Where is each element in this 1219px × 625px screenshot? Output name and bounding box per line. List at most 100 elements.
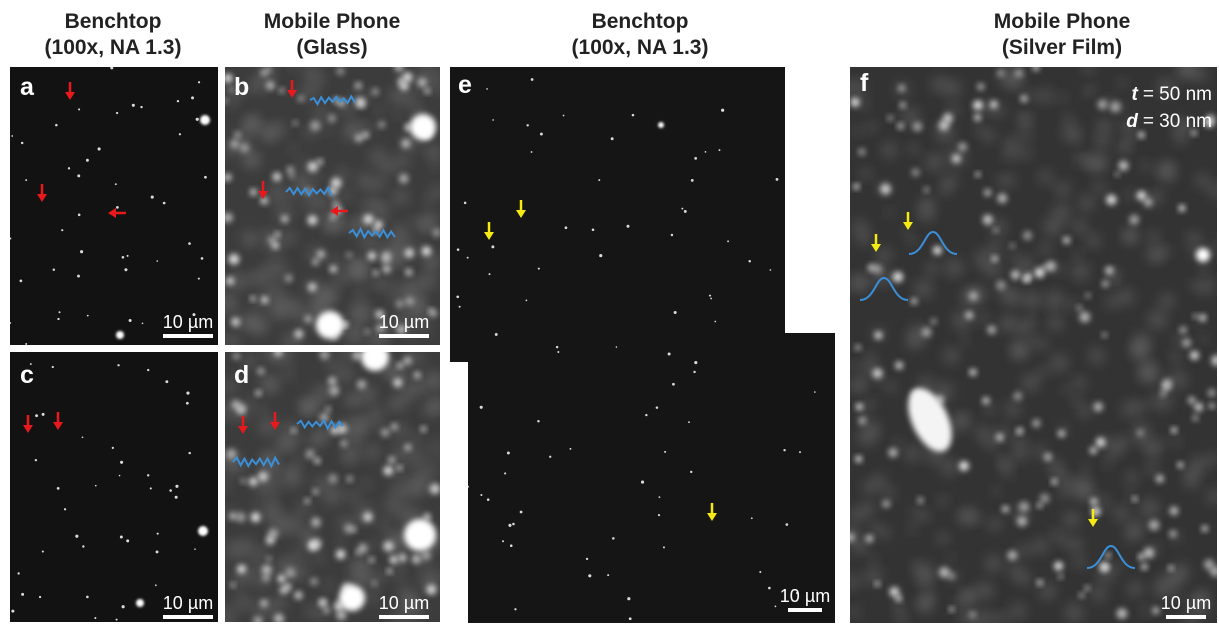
background-noise	[282, 296, 301, 315]
micrograph	[10, 352, 218, 622]
micrograph	[218, 343, 445, 625]
particle	[1016, 429, 1022, 435]
background-noise	[858, 99, 869, 110]
background-noise	[960, 336, 969, 345]
particle	[969, 369, 976, 376]
particle	[1090, 447, 1098, 455]
particle	[658, 514, 660, 516]
particle	[1190, 351, 1199, 360]
particle	[120, 461, 123, 464]
background-noise	[1061, 386, 1070, 395]
particle	[80, 250, 83, 253]
particle	[959, 461, 969, 471]
background-noise	[1000, 314, 1018, 332]
particle	[897, 123, 903, 129]
particle	[1162, 378, 1172, 388]
particle	[599, 254, 602, 257]
particle	[656, 406, 659, 409]
particle	[632, 114, 635, 117]
particle	[1079, 592, 1085, 598]
particle	[325, 407, 330, 412]
background-noise	[905, 332, 923, 350]
background-noise	[1086, 233, 1101, 248]
background-noise	[1196, 277, 1214, 295]
background-noise	[1050, 354, 1068, 372]
particle	[383, 541, 394, 552]
image-background	[468, 333, 835, 623]
particle	[119, 475, 121, 477]
particle	[1156, 475, 1164, 483]
particle	[126, 539, 129, 542]
background-noise	[1125, 471, 1138, 484]
particle	[943, 113, 953, 123]
background-noise	[241, 230, 258, 247]
background-noise	[332, 486, 343, 497]
particle	[169, 489, 172, 492]
particle	[235, 132, 241, 138]
particle	[188, 452, 190, 454]
particle	[969, 611, 976, 618]
particle	[895, 595, 902, 602]
background-noise	[1081, 464, 1090, 473]
background-noise	[336, 365, 354, 383]
particle	[142, 323, 144, 325]
particle	[397, 465, 402, 470]
particle	[39, 596, 41, 598]
particle	[305, 449, 315, 459]
background-noise	[975, 582, 994, 601]
particle	[223, 213, 233, 223]
background-noise	[1008, 251, 1017, 260]
background-noise	[1122, 400, 1139, 417]
particle	[1168, 565, 1173, 570]
particle	[508, 524, 511, 527]
background-noise	[375, 421, 384, 430]
particle	[1102, 332, 1107, 337]
particle	[1118, 160, 1128, 170]
background-noise	[1063, 113, 1073, 123]
particle	[150, 487, 152, 489]
background-noise	[316, 432, 326, 442]
background-noise	[943, 348, 960, 365]
background-noise	[1032, 538, 1049, 555]
background-noise	[853, 378, 867, 392]
particle	[363, 512, 373, 522]
particle	[177, 100, 179, 102]
particle	[958, 142, 967, 151]
particle	[997, 193, 1007, 203]
particle	[391, 423, 398, 430]
particle	[1010, 243, 1015, 248]
particle	[240, 478, 246, 484]
particle	[261, 69, 267, 75]
background-noise	[355, 273, 363, 281]
particle	[1194, 402, 1203, 411]
background-noise	[870, 556, 879, 565]
background-noise	[369, 406, 385, 422]
particle	[293, 121, 298, 126]
particle	[975, 172, 980, 177]
particle	[287, 166, 294, 173]
particle	[612, 537, 615, 540]
particle	[930, 318, 937, 325]
particle	[196, 118, 199, 121]
figure: Benchtop (100x, NA 1.3) Mobile Phone (Gl…	[0, 0, 1219, 625]
background-noise	[1186, 232, 1202, 248]
particle	[230, 139, 239, 148]
particle	[298, 96, 304, 102]
particle	[405, 269, 412, 276]
scale-bar-label: 10 µm	[780, 586, 830, 606]
particle	[275, 232, 280, 237]
background-noise	[423, 196, 433, 206]
particle	[868, 264, 875, 271]
particle	[892, 272, 903, 283]
background-noise	[408, 449, 426, 467]
particle	[1202, 526, 1208, 532]
background-noise	[1195, 173, 1210, 188]
particle	[87, 315, 89, 317]
background-noise	[1184, 474, 1199, 489]
background-noise	[245, 117, 258, 130]
background-noise	[289, 143, 298, 152]
particle	[422, 551, 431, 560]
particle	[132, 104, 135, 107]
background-noise	[865, 122, 876, 133]
particle	[911, 298, 918, 305]
